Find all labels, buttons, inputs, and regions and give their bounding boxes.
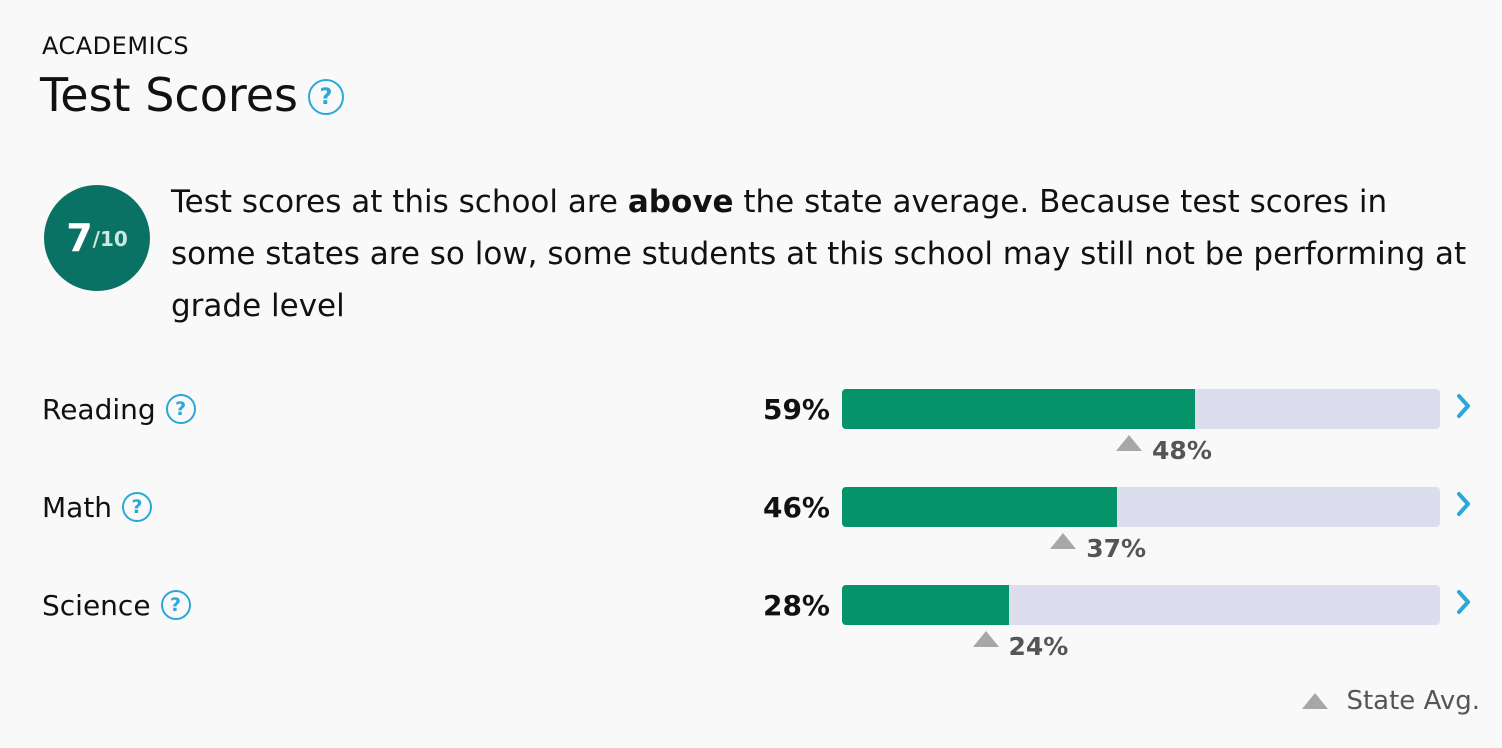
question-circle-icon[interactable]: ? — [122, 492, 153, 522]
subject-name: Reading — [42, 392, 156, 426]
state-avg-marker: 24% — [972, 627, 1069, 661]
score-bar — [842, 487, 1440, 527]
triangle-up-icon — [1116, 435, 1143, 451]
summary-suffix: the state average. Because test scores i… — [171, 184, 1467, 324]
subject-label: Science ? — [42, 585, 191, 625]
state-avg-marker: 48% — [1116, 431, 1212, 465]
score-bar-fill — [842, 585, 1010, 625]
subject-name: Science — [42, 588, 151, 622]
state-avg-value: 37% — [1086, 534, 1147, 563]
score-row-reading: Reading ? 59% 48% — [0, 389, 1502, 487]
school-percent: 59% — [762, 392, 830, 426]
score-bar — [842, 389, 1440, 429]
rating-value: 7 — [66, 216, 93, 260]
school-percent: 46% — [762, 490, 830, 524]
summary-emphasis: above — [627, 184, 734, 220]
triangle-up-icon — [1050, 533, 1077, 549]
school-percent: 28% — [762, 588, 830, 622]
chevron-right-icon[interactable] — [1454, 391, 1474, 421]
state-avg-marker: 37% — [1050, 529, 1146, 563]
summary-prefix: Test scores at this school are — [171, 184, 628, 220]
score-row-math: Math ? 46% 37% — [0, 487, 1502, 585]
subject-name: Math — [42, 490, 113, 524]
chevron-right-icon[interactable] — [1454, 489, 1474, 519]
state-avg-value: 48% — [1152, 436, 1212, 465]
state-avg-value: 24% — [1008, 632, 1069, 661]
summary-text: Test scores at this school are above the… — [171, 176, 1481, 332]
legend: State Avg. — [1302, 686, 1480, 716]
subject-label: Math ? — [42, 487, 153, 527]
score-row-science: Science ? 28% 24% — [0, 585, 1502, 683]
score-bar — [842, 585, 1440, 625]
legend-label: State Avg. — [1346, 686, 1480, 716]
rating-badge: 7 /10 — [44, 185, 150, 291]
question-circle-icon[interactable]: ? — [160, 590, 191, 620]
section-eyebrow: ACADEMICS — [42, 32, 190, 60]
title-row: Test Scores ? — [40, 68, 345, 122]
page-title: Test Scores — [40, 68, 299, 122]
chevron-right-icon[interactable] — [1454, 587, 1474, 617]
triangle-up-icon — [972, 631, 999, 647]
rating-max: /10 — [92, 227, 128, 251]
score-bar-fill — [842, 487, 1118, 527]
triangle-up-icon — [1302, 693, 1329, 709]
subject-label: Reading ? — [42, 389, 196, 429]
question-circle-icon[interactable]: ? — [165, 394, 196, 424]
question-circle-icon[interactable]: ? — [308, 79, 345, 115]
score-bar-fill — [842, 389, 1195, 429]
